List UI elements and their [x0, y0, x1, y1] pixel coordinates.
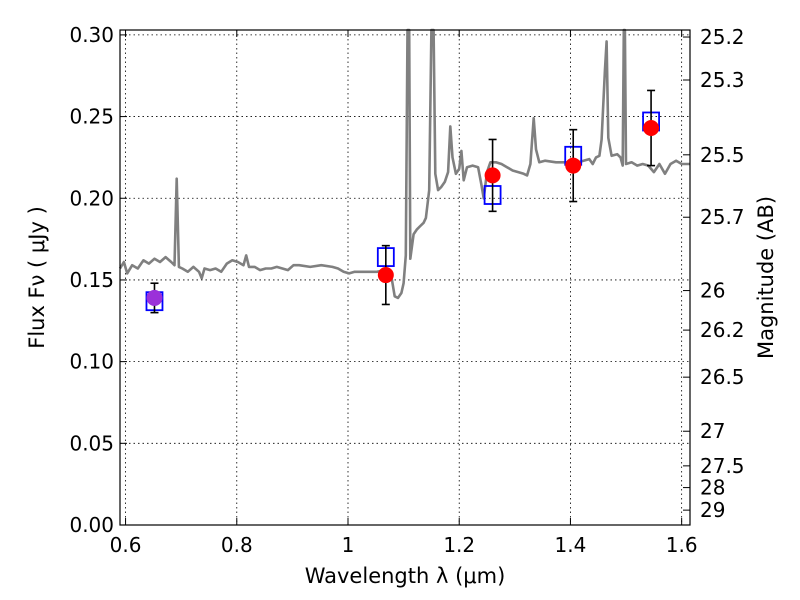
- spectrum-series: [118, 28, 690, 300]
- right-tick-label: 27: [700, 419, 725, 443]
- right-tick-label: 27.5: [700, 454, 745, 478]
- right-tick-label: 29: [700, 498, 725, 522]
- observed-flux-point: [377, 267, 394, 284]
- x-tick-label: 0.6: [110, 533, 142, 557]
- plot-frame: [119, 29, 691, 526]
- observed-flux-point: [643, 120, 660, 137]
- y-tick-label: 0.05: [69, 431, 114, 455]
- right-tick-label: 25.7: [700, 205, 745, 229]
- right-tick-label: 26: [700, 279, 725, 303]
- observed-flux-point: [146, 289, 163, 306]
- photometry-series: [145, 89, 660, 314]
- y-tick-label: 0.30: [69, 23, 114, 47]
- right-tick-label: 26.5: [700, 365, 745, 389]
- axis-ticks: 0.6 0.8 1 1.2 1.4 1.6 0.00 0.05 0.10 0.15 0.20 0.25…: [69, 23, 744, 557]
- right-tick-label: 25.5: [700, 143, 745, 167]
- x-axis-title: Wavelength λ (μm): [305, 564, 506, 588]
- x-tick-label: 1.4: [555, 533, 587, 557]
- x-tick-label: 1.2: [443, 533, 475, 557]
- right-tick-label: 28: [700, 476, 725, 500]
- y-tick-label: 0.25: [69, 105, 114, 129]
- model-spectrum-line: [118, 28, 690, 300]
- right-axis-title: Magnitude (AB): [754, 196, 778, 359]
- observed-flux-point: [565, 157, 582, 174]
- y-tick-label: 0.20: [69, 186, 114, 210]
- observed-flux-point: [484, 167, 501, 184]
- right-tick-label: 25.3: [700, 68, 745, 92]
- y-tick-label: 0.10: [69, 350, 114, 374]
- x-tick-label: 0.8: [221, 533, 253, 557]
- y-axis-title: Flux Fν ( μJy ): [25, 206, 49, 349]
- y-tick-label: 0.15: [69, 268, 114, 292]
- y-tick-label: 0.00: [69, 513, 114, 537]
- right-tick-label: 25.2: [700, 25, 745, 49]
- x-tick-label: 1: [342, 533, 355, 557]
- right-tick-label: 26.2: [700, 318, 745, 342]
- x-tick-label: 1.6: [666, 533, 698, 557]
